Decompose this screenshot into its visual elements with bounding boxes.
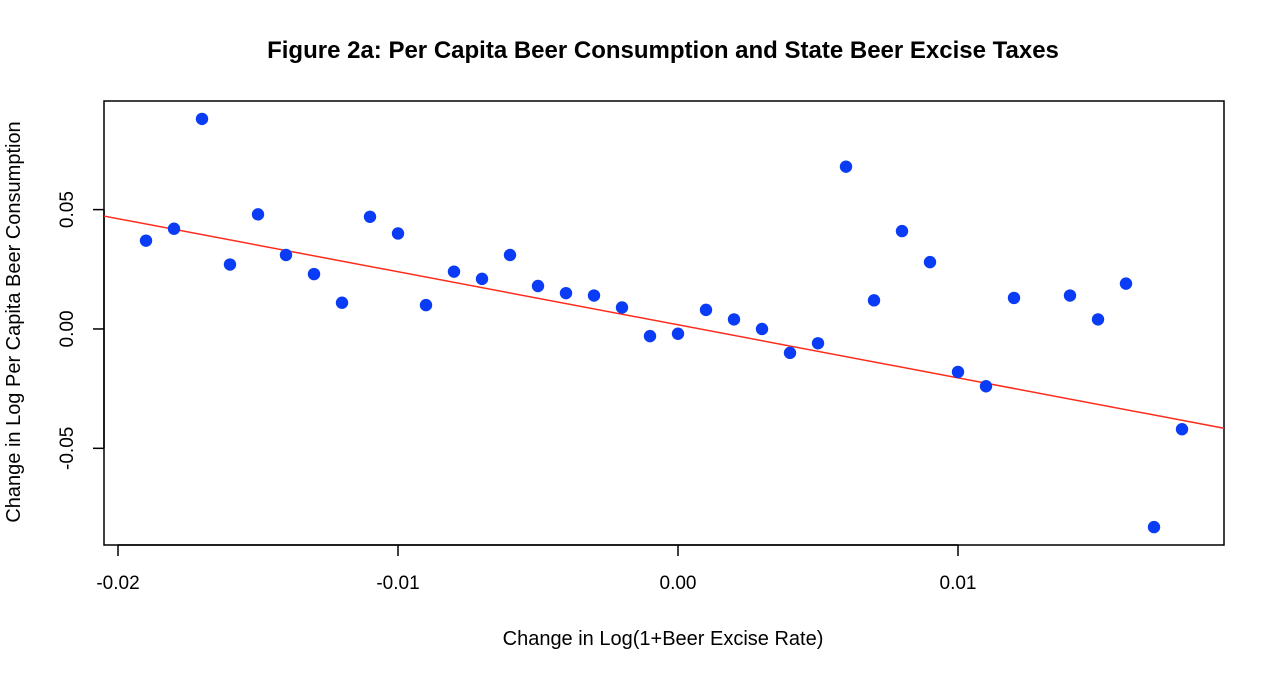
x-axis: -0.02 -0.01 0.00 0.01 (96, 544, 977, 594)
data-point (447, 265, 461, 278)
y-axis: -0.05 0.00 0.05 (57, 191, 105, 470)
data-point (503, 248, 517, 262)
data-point (559, 286, 573, 300)
data-point (139, 234, 153, 247)
data-point (615, 301, 629, 314)
plot-area (103, 100, 1225, 546)
data-point (1007, 291, 1021, 305)
data-point (1147, 520, 1161, 534)
data-point (167, 222, 181, 235)
data-point (391, 227, 405, 240)
data-point (531, 279, 545, 293)
fit-line-layer (103, 215, 1225, 430)
data-point (783, 346, 797, 360)
y-tick-label: -0.05 (57, 427, 78, 470)
x-tick-label: -0.01 (376, 573, 419, 594)
x-tick-label: 0.01 (940, 573, 977, 594)
fit-line (103, 215, 1225, 430)
data-point (335, 296, 349, 309)
data-point (363, 210, 377, 223)
data-point (1091, 313, 1105, 326)
data-point (699, 303, 713, 317)
y-tick-label: 0.00 (57, 310, 78, 347)
data-point (223, 258, 237, 271)
data-point (195, 112, 209, 126)
data-point (811, 337, 825, 350)
data-point (643, 329, 657, 343)
data-point (979, 380, 993, 393)
chart-title: Figure 2a: Per Capita Beer Consumption a… (267, 37, 1059, 64)
y-axis-label: Change in Log Per Capita Beer Consumptio… (3, 121, 25, 522)
points-layer (139, 112, 1189, 534)
data-point (251, 208, 265, 221)
data-point (951, 365, 965, 379)
data-point (671, 327, 685, 340)
data-point (419, 298, 433, 312)
data-point (1063, 289, 1077, 302)
x-tick-label: -0.02 (96, 573, 139, 594)
data-point (587, 289, 601, 302)
data-point (755, 322, 769, 336)
data-point (923, 255, 937, 269)
y-tick-label: 0.05 (57, 191, 78, 228)
data-point (727, 313, 741, 326)
x-tick-label: 0.00 (660, 573, 697, 594)
data-point (1119, 277, 1133, 290)
data-point (1175, 423, 1189, 436)
data-point (867, 294, 881, 307)
x-axis-label: Change in Log(1+Beer Excise Rate) (503, 628, 824, 650)
data-point (279, 248, 293, 262)
data-point (839, 160, 853, 173)
data-point (895, 224, 909, 238)
data-point (475, 272, 489, 286)
plot-frame (103, 100, 1225, 546)
data-point (307, 267, 321, 281)
